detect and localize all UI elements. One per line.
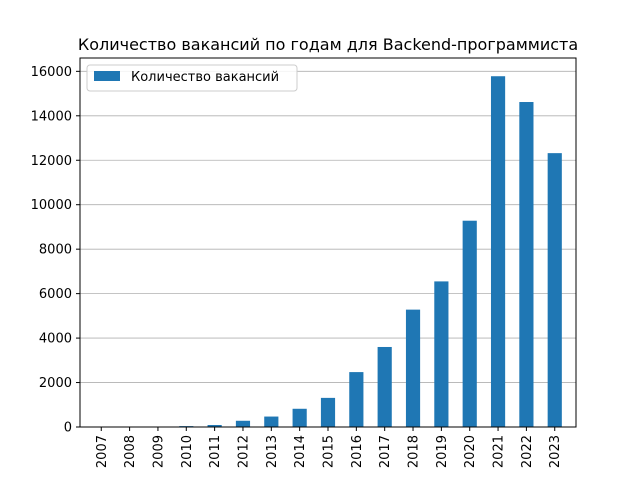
y-tick-label: 6000: [39, 287, 72, 302]
x-tick-label: 2012: [236, 435, 251, 468]
y-tick-label: 10000: [31, 198, 72, 213]
y-tick-label: 16000: [31, 65, 72, 80]
x-tick-label: 2021: [492, 435, 507, 468]
x-tick-label: 2009: [151, 435, 166, 468]
bar-2023: [547, 153, 562, 427]
bar-2022: [519, 102, 534, 428]
x-tick-label: 2019: [435, 435, 450, 468]
x-tick-label: 2014: [293, 435, 308, 468]
x-tick-label: 2023: [548, 435, 563, 468]
bar-2017: [377, 346, 392, 427]
bar-2013: [264, 416, 279, 427]
y-tick-label: 0: [64, 421, 72, 436]
y-tick-label: 12000: [31, 154, 72, 169]
bar-2020: [462, 220, 477, 427]
x-tick-label: 2011: [208, 435, 223, 468]
bar-2014: [292, 408, 307, 427]
y-tick-label: 8000: [39, 243, 72, 258]
legend-swatch: [94, 71, 120, 81]
x-tick-label: 2013: [265, 435, 280, 468]
y-tick-label: 2000: [39, 376, 72, 391]
grid-lines: [80, 70, 576, 428]
x-tick-label: 2008: [123, 435, 138, 468]
y-tick-label: 4000: [39, 332, 72, 347]
bar-2016: [349, 372, 364, 427]
x-tick-label: 2017: [378, 435, 393, 468]
x-tick-label: 2018: [407, 435, 422, 468]
legend-box: [86, 64, 298, 92]
bar-2018: [405, 309, 421, 427]
bar-2019: [434, 281, 449, 427]
x-axis-ticks: 2007 2008 2009 2010 2011 2012 2013 2014 2015 2016…: [95, 427, 563, 468]
bars: [94, 76, 562, 428]
chart-title: Количество вакансий по годам для Backend…: [78, 35, 578, 54]
x-tick-label: 2022: [520, 435, 535, 468]
bar-2011: [207, 424, 222, 427]
legend: Количество вакансий: [86, 64, 298, 92]
legend-label: Количество вакансий: [131, 70, 279, 85]
x-tick-label: 2010: [180, 435, 195, 468]
x-tick-label: 2016: [350, 435, 365, 468]
x-tick-label: 2020: [463, 435, 478, 468]
bar-2012: [235, 420, 251, 427]
y-tick-label: 14000: [31, 109, 72, 124]
x-tick-label: 2007: [95, 435, 110, 468]
x-tick-label: 2015: [322, 435, 337, 468]
y-axis-ticks: 0 2000 4000 6000 8000 10000 12000 14000 16000: [31, 65, 80, 436]
bar-2021: [490, 76, 506, 427]
bar-2015: [320, 397, 336, 427]
